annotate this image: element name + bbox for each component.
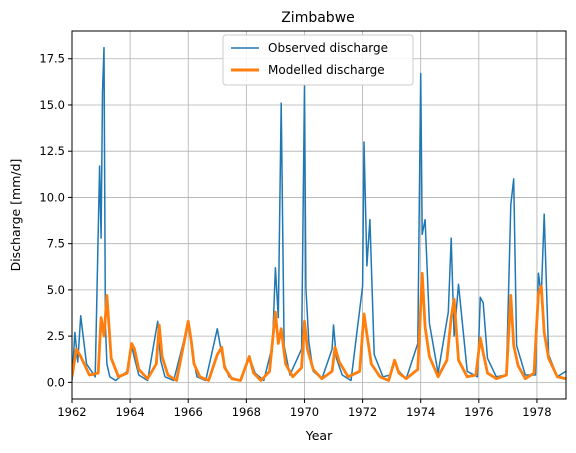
x-tick-label: 1964 (115, 405, 144, 419)
y-tick-label: 7.5 (47, 237, 65, 251)
y-tick-label: 15.0 (39, 98, 65, 112)
series-layer (72, 46, 566, 382)
legend-label-modelled: Modelled discharge (268, 63, 385, 77)
modelled-discharge-line (72, 271, 566, 382)
plot-frame (71, 30, 567, 400)
x-tick-label: 1970 (290, 405, 319, 419)
y-axis-label: Discharge [mm/d] (8, 159, 23, 272)
x-tick-label: 1966 (174, 405, 203, 419)
y-tick-label: 2.5 (47, 329, 65, 343)
chart-title: Zimbabwe (281, 10, 355, 26)
x-tick-label: 1978 (522, 405, 551, 419)
observed-discharge-line (72, 46, 566, 382)
x-tick-label: 1976 (464, 405, 493, 419)
x-tick-label: 1972 (348, 405, 377, 419)
x-tick-label: 1968 (232, 405, 261, 419)
y-tick-label: 17.5 (39, 52, 65, 66)
y-tick-label: 0.0 (47, 375, 65, 389)
y-axis: 0.0 2.5 5.0 7.5 10.0 12.5 15.0 17.5 (39, 52, 72, 389)
legend-box (222, 34, 414, 86)
legend: Observed discharge Modelled discharge (222, 34, 414, 86)
x-axis: 1962 1964 1966 1968 1970 1972 1974 1976 1978 (57, 399, 552, 419)
y-tick-label: 12.5 (39, 144, 65, 158)
x-tick-label: 1962 (57, 405, 86, 419)
x-axis-label: Year (305, 428, 333, 443)
y-tick-label: 10.0 (39, 190, 65, 204)
x-tick-label: 1974 (406, 405, 435, 419)
legend-label-observed: Observed discharge (268, 41, 388, 55)
grid (71, 31, 566, 399)
y-tick-label: 5.0 (47, 283, 65, 297)
